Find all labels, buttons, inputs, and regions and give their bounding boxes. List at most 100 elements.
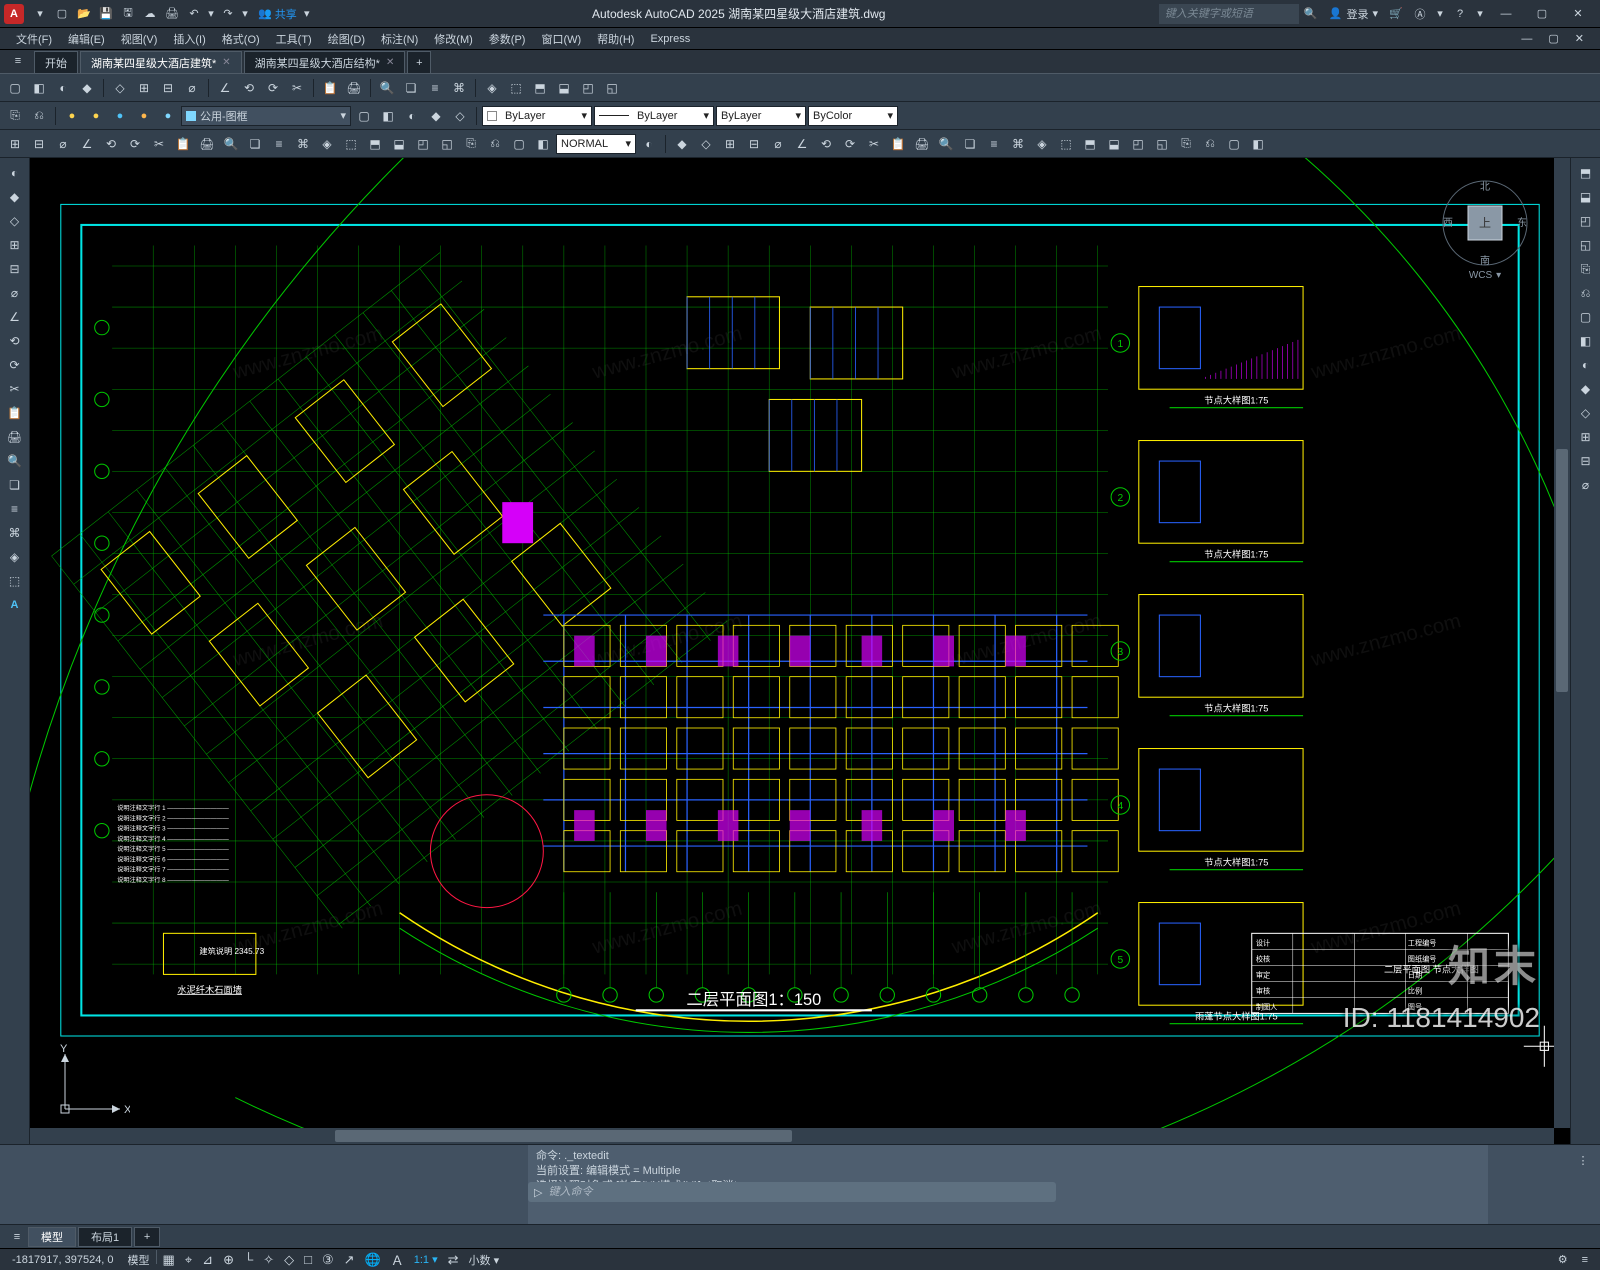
- dim-d12-icon[interactable]: ≡: [268, 133, 290, 155]
- draw-r11-icon[interactable]: 🖨: [911, 133, 933, 155]
- drawtool-A-icon[interactable]: A: [4, 594, 26, 616]
- qat-open-icon[interactable]: 📂: [74, 4, 94, 24]
- status-mode-1[interactable]: ▦: [159, 1250, 179, 1269]
- layerstate-color-icon[interactable]: ●: [157, 105, 179, 127]
- std-zoom-prev-icon[interactable]: ⌘: [448, 77, 470, 99]
- draw-r15-icon[interactable]: ⌘: [1007, 133, 1029, 155]
- layout-tab[interactable]: 布局1: [78, 1227, 132, 1247]
- std-pan-icon[interactable]: 🔍: [376, 77, 398, 99]
- status-mode-4[interactable]: ⊕: [219, 1250, 238, 1269]
- layout-hamburger-icon[interactable]: ≡: [6, 1226, 28, 1248]
- drawtool-rect-icon[interactable]: ⊟: [4, 258, 26, 280]
- lay2-layer-state-icon[interactable]: ▢: [353, 105, 375, 127]
- draw-r6-icon[interactable]: ∠: [791, 133, 813, 155]
- drawtool-dim-icon[interactable]: ≡: [4, 498, 26, 520]
- file-tab[interactable]: 湖南某四星级大酒店建筑*✕: [80, 51, 242, 73]
- drawtool-point-icon[interactable]: 📋: [4, 402, 26, 424]
- dim-d11-icon[interactable]: ❏: [244, 133, 266, 155]
- drawtool-arc-icon[interactable]: ⊞: [4, 234, 26, 256]
- close-icon[interactable]: ✕: [386, 57, 394, 68]
- std-plot-icon[interactable]: ◇: [109, 77, 131, 99]
- std-paste-icon[interactable]: ⟳: [262, 77, 284, 99]
- bycolor-combo[interactable]: ByColor▾: [808, 106, 898, 126]
- drawtool-block-icon[interactable]: ◈: [4, 546, 26, 568]
- dim-d4-icon[interactable]: ∠: [76, 133, 98, 155]
- std-sheet-icon[interactable]: ⬚: [505, 77, 527, 99]
- draw-r25-icon[interactable]: ◧: [1247, 133, 1269, 155]
- draw-r18-icon[interactable]: ⬒: [1079, 133, 1101, 155]
- status-mode-15[interactable]: 小数 ▾: [465, 1250, 504, 1269]
- draw-r7-icon[interactable]: ⟲: [815, 133, 837, 155]
- modtool-explode-icon[interactable]: ⌀: [1575, 474, 1597, 496]
- std-save-icon[interactable]: ◐: [52, 77, 74, 99]
- close-button[interactable]: ✕: [1560, 0, 1596, 28]
- qat-plot-icon[interactable]: 🖨: [162, 4, 182, 24]
- status-mode-12[interactable]: Ａ: [387, 1250, 408, 1269]
- bylayer-lweight-combo[interactable]: ByLayer▾: [716, 106, 806, 126]
- lay2-match-icon[interactable]: ◇: [449, 105, 471, 127]
- horizontal-scrollbar[interactable]: [30, 1128, 1554, 1144]
- std-dcenter-icon[interactable]: ◰: [577, 77, 599, 99]
- dim-d6-icon[interactable]: ⟳: [124, 133, 146, 155]
- draw-r1-icon[interactable]: ◆: [671, 133, 693, 155]
- draw-r21-icon[interactable]: ◱: [1151, 133, 1173, 155]
- tab-start[interactable]: 开始: [34, 51, 78, 73]
- login-button[interactable]: 👤 登录 ▾: [1329, 6, 1378, 22]
- status-mode-8[interactable]: □: [300, 1250, 316, 1269]
- draw-r4-icon[interactable]: ⊟: [743, 133, 765, 155]
- hscroll-thumb[interactable]: [335, 1130, 792, 1142]
- menu-d[interactable]: 绘图(D): [320, 28, 373, 50]
- doc-min-button[interactable]: —: [1513, 28, 1540, 50]
- draw-r12-icon[interactable]: 🔍: [935, 133, 957, 155]
- lay-layers-icon[interactable]: ⎘: [4, 105, 26, 127]
- modtool-stretch-icon[interactable]: ⎌: [1575, 282, 1597, 304]
- draw-r20-icon[interactable]: ◰: [1127, 133, 1149, 155]
- modtool-copy-icon[interactable]: ⬓: [1575, 186, 1597, 208]
- cart-icon[interactable]: 🛒: [1386, 4, 1406, 24]
- vscroll-thumb[interactable]: [1556, 449, 1568, 692]
- drawtool-line-icon[interactable]: ◐: [4, 162, 26, 184]
- dim-d9-icon[interactable]: 🖨: [196, 133, 218, 155]
- qat-caret-icon[interactable]: ▾: [30, 4, 50, 24]
- dim-d23-icon[interactable]: ◧: [532, 133, 554, 155]
- std-calc-icon[interactable]: ⬓: [553, 77, 575, 99]
- drawtool-ellipse-icon[interactable]: ∠: [4, 306, 26, 328]
- draw-r9-icon[interactable]: ✂: [863, 133, 885, 155]
- command-input[interactable]: [548, 1186, 1050, 1198]
- status-menu-icon[interactable]: ≡: [1578, 1254, 1592, 1266]
- drawtool-hatch-icon[interactable]: ⟲: [4, 330, 26, 352]
- draw-r10-icon[interactable]: 📋: [887, 133, 909, 155]
- qat-more-caret-icon[interactable]: ▾: [297, 4, 317, 24]
- command-input-row[interactable]: ▷: [528, 1182, 1056, 1202]
- qat-redo-caret-icon[interactable]: ▾: [240, 4, 250, 24]
- std-match-icon[interactable]: ✂: [286, 77, 308, 99]
- std-tool-pal-icon[interactable]: ⬒: [529, 77, 551, 99]
- menu-o[interactable]: 格式(O): [214, 28, 268, 50]
- qat-undo-icon[interactable]: ↶: [184, 4, 204, 24]
- menu-w[interactable]: 窗口(W): [533, 28, 589, 50]
- drawtool-pline-icon[interactable]: ◆: [4, 186, 26, 208]
- status-mode-13[interactable]: 1:1 ▾: [410, 1250, 442, 1269]
- command-handle-icon[interactable]: ⋮: [1572, 1149, 1594, 1171]
- draw-r2-icon[interactable]: ◇: [695, 133, 717, 155]
- modtool-mirror-icon[interactable]: ◱: [1575, 234, 1597, 256]
- vertical-scrollbar[interactable]: [1554, 158, 1570, 1128]
- hamburger-icon[interactable]: ≡: [6, 49, 30, 73]
- draw-r3-icon[interactable]: ⊞: [719, 133, 741, 155]
- std-copy-icon[interactable]: ⟲: [238, 77, 260, 99]
- std-zoom-win-icon[interactable]: ≡: [424, 77, 446, 99]
- dim-d8-icon[interactable]: 📋: [172, 133, 194, 155]
- qat-save-icon[interactable]: 💾: [96, 4, 116, 24]
- modtool-array-icon[interactable]: ◇: [1575, 402, 1597, 424]
- modtool-extend-icon[interactable]: ◧: [1575, 330, 1597, 352]
- dim-d22-icon[interactable]: ▢: [508, 133, 530, 155]
- std-open-icon[interactable]: ◧: [28, 77, 50, 99]
- std-props-icon[interactable]: ◈: [481, 77, 503, 99]
- modtool-trim-icon[interactable]: ▢: [1575, 306, 1597, 328]
- menu-express[interactable]: Express: [642, 28, 698, 50]
- dim-d10-icon[interactable]: 🔍: [220, 133, 242, 155]
- status-mode-10[interactable]: ↗: [340, 1250, 359, 1269]
- std-zoom-ext-icon[interactable]: ❏: [400, 77, 422, 99]
- app-caret-icon[interactable]: ▾: [1434, 4, 1446, 24]
- menu-n[interactable]: 标注(N): [373, 28, 426, 50]
